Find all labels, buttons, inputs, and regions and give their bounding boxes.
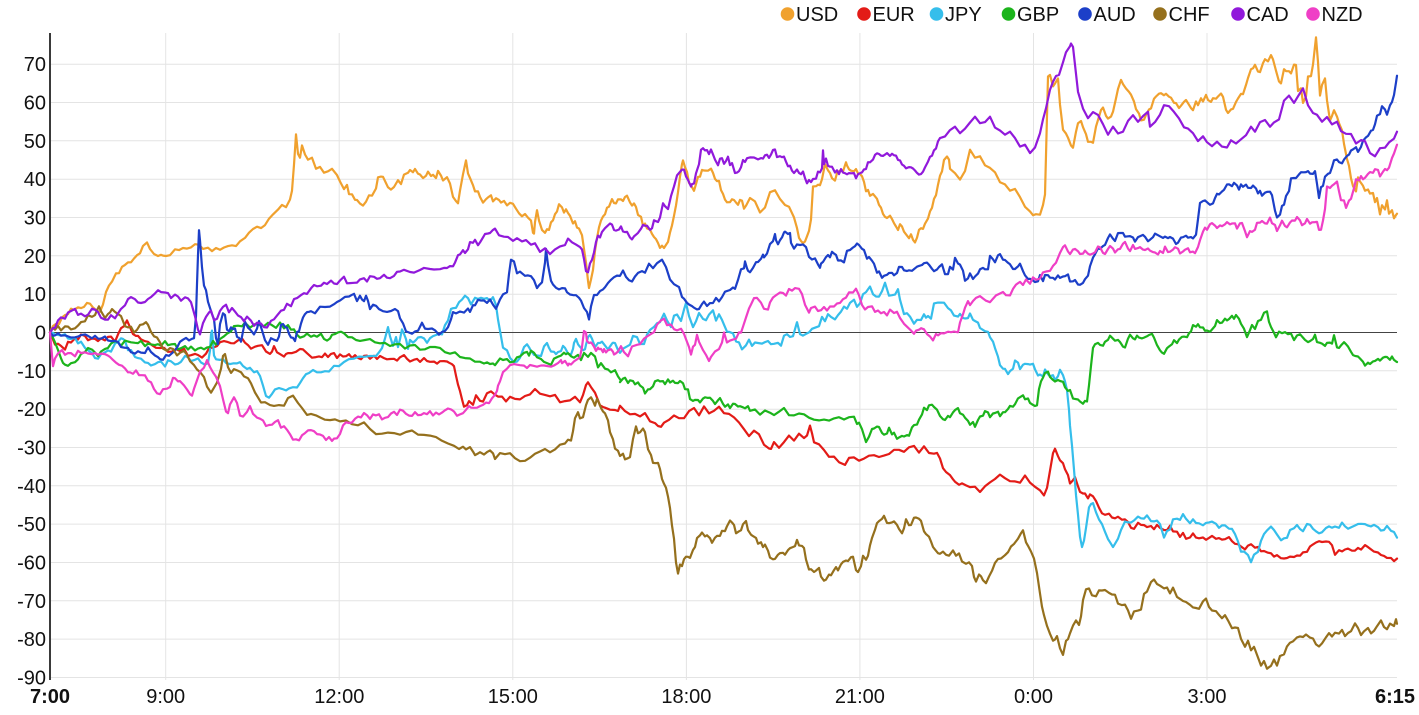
svg-text:-90: -90 <box>17 668 46 690</box>
svg-text:-30: -30 <box>17 438 46 460</box>
svg-text:0:00: 0:00 <box>1014 686 1053 708</box>
svg-text:USD: USD <box>796 4 838 26</box>
svg-text:CAD: CAD <box>1247 4 1289 26</box>
svg-text:40: 40 <box>24 169 46 191</box>
svg-text:10: 10 <box>24 284 46 306</box>
svg-text:0: 0 <box>35 323 46 345</box>
svg-text:CHF: CHF <box>1169 4 1210 26</box>
svg-text:AUD: AUD <box>1094 4 1136 26</box>
svg-text:7:00: 7:00 <box>30 686 70 708</box>
svg-text:-50: -50 <box>17 514 46 536</box>
svg-text:-80: -80 <box>17 629 46 651</box>
svg-text:-40: -40 <box>17 476 46 498</box>
svg-text:6:15: 6:15 <box>1375 686 1415 708</box>
svg-text:9:00: 9:00 <box>146 686 185 708</box>
svg-text:JPY: JPY <box>945 4 982 26</box>
svg-text:-10: -10 <box>17 361 46 383</box>
svg-text:21:00: 21:00 <box>835 686 885 708</box>
svg-text:70: 70 <box>24 54 46 76</box>
svg-text:12:00: 12:00 <box>314 686 364 708</box>
svg-text:-70: -70 <box>17 591 46 613</box>
svg-text:GBP: GBP <box>1017 4 1059 26</box>
svg-text:20: 20 <box>24 246 46 268</box>
svg-text:18:00: 18:00 <box>661 686 711 708</box>
svg-text:50: 50 <box>24 131 46 153</box>
svg-text:30: 30 <box>24 208 46 230</box>
svg-text:NZD: NZD <box>1322 4 1363 26</box>
svg-text:3:00: 3:00 <box>1188 686 1227 708</box>
svg-text:60: 60 <box>24 93 46 115</box>
svg-text:-20: -20 <box>17 399 46 421</box>
svg-text:EUR: EUR <box>873 4 915 26</box>
svg-text:-60: -60 <box>17 553 46 575</box>
svg-text:15:00: 15:00 <box>488 686 538 708</box>
